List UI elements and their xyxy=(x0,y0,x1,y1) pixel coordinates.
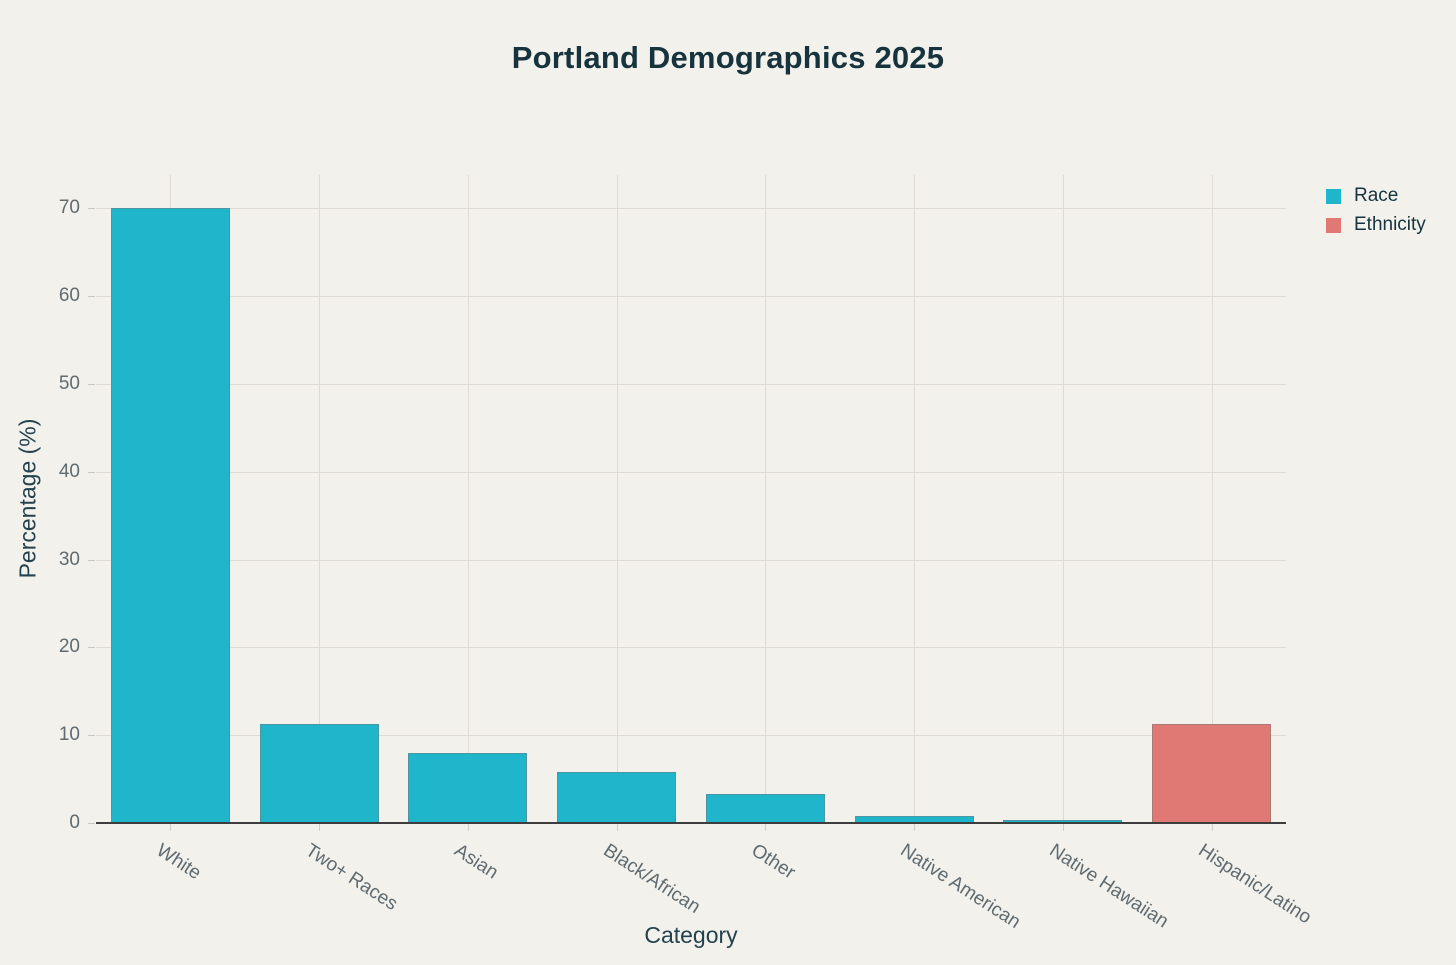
bar-black-african[interactable] xyxy=(557,772,677,823)
y-tick-label: 70 xyxy=(58,197,80,219)
y-tick-label: 50 xyxy=(58,372,80,394)
y-gridline xyxy=(96,647,1286,649)
legend-swatch-icon xyxy=(1326,217,1341,233)
x-tick-mark xyxy=(914,824,916,831)
y-gridline xyxy=(96,735,1286,737)
legend-item-label: Race xyxy=(1354,185,1399,206)
y-tick-mark xyxy=(88,735,95,737)
x-tick-mark xyxy=(616,824,618,831)
chart-title: Portland Demographics 2025 xyxy=(511,40,945,75)
bar-other[interactable] xyxy=(705,794,825,823)
plot-area: 0 10 20 30 40 50 60 70 White Two+ Races Asian Black… xyxy=(59,175,1315,933)
y-tick-label: 20 xyxy=(58,636,80,658)
legend-swatch-icon xyxy=(1326,188,1341,204)
x-tick-label: Hispanic/Latino xyxy=(1194,840,1315,929)
x-tick-label: Native American xyxy=(896,840,1025,933)
x-tick-mark xyxy=(1211,824,1213,831)
x-tick-label: Two+ Races xyxy=(301,840,402,915)
x-gridline xyxy=(1062,175,1064,823)
y-tick-label: 60 xyxy=(58,285,80,307)
legend-item-label: Ethnicity xyxy=(1354,214,1426,235)
legend-item-race[interactable]: Race xyxy=(1326,186,1426,206)
x-gridline xyxy=(914,175,916,823)
x-tick-label: Other xyxy=(747,840,800,884)
x-gridline xyxy=(319,175,321,823)
x-tick-mark xyxy=(1062,824,1064,831)
y-gridline xyxy=(96,383,1286,385)
y-tick-label: 0 xyxy=(69,812,80,833)
x-gridline xyxy=(765,175,767,823)
bar-native-american[interactable] xyxy=(854,815,974,823)
bar-native-hawaiian[interactable] xyxy=(1003,819,1123,823)
x-axis-title: Category xyxy=(644,922,738,948)
y-tick-mark xyxy=(88,823,95,824)
bar-two-races[interactable] xyxy=(259,723,379,823)
x-tick-label: Native Hawaiian xyxy=(1045,840,1173,933)
legend-item-ethnicity[interactable]: Ethnicity xyxy=(1326,215,1426,235)
bar-asian[interactable] xyxy=(408,752,528,823)
x-tick-label: Black/African xyxy=(599,840,704,918)
y-tick-mark xyxy=(88,647,95,649)
x-axis-line xyxy=(96,822,1286,824)
y-gridline xyxy=(96,208,1286,210)
y-tick-mark xyxy=(88,296,95,298)
legend: Race Ethnicity xyxy=(1326,186,1426,244)
x-gridline xyxy=(467,175,469,823)
y-tick-mark xyxy=(88,559,95,561)
y-tick-mark xyxy=(88,383,95,385)
y-tick-label: 10 xyxy=(58,724,80,746)
y-tick-mark xyxy=(88,208,95,210)
x-tick-mark xyxy=(170,824,172,831)
x-tick-label: Asian xyxy=(450,840,502,884)
y-gridline xyxy=(96,559,1286,561)
x-tick-label: White xyxy=(152,840,206,885)
bar-white[interactable] xyxy=(110,207,230,823)
y-tick-mark xyxy=(88,471,95,473)
y-tick-label: 40 xyxy=(58,460,80,482)
x-gridline xyxy=(616,175,618,823)
x-tick-mark xyxy=(319,824,321,831)
bar-hispanic-latino[interactable] xyxy=(1152,723,1272,823)
y-tick-label: 30 xyxy=(58,548,80,570)
y-gridline xyxy=(96,471,1286,473)
x-gridline xyxy=(1211,175,1213,823)
y-axis-title: Percentage (%) xyxy=(14,418,41,579)
x-tick-mark xyxy=(467,824,469,831)
y-gridline xyxy=(96,296,1286,298)
x-tick-mark xyxy=(765,824,767,831)
